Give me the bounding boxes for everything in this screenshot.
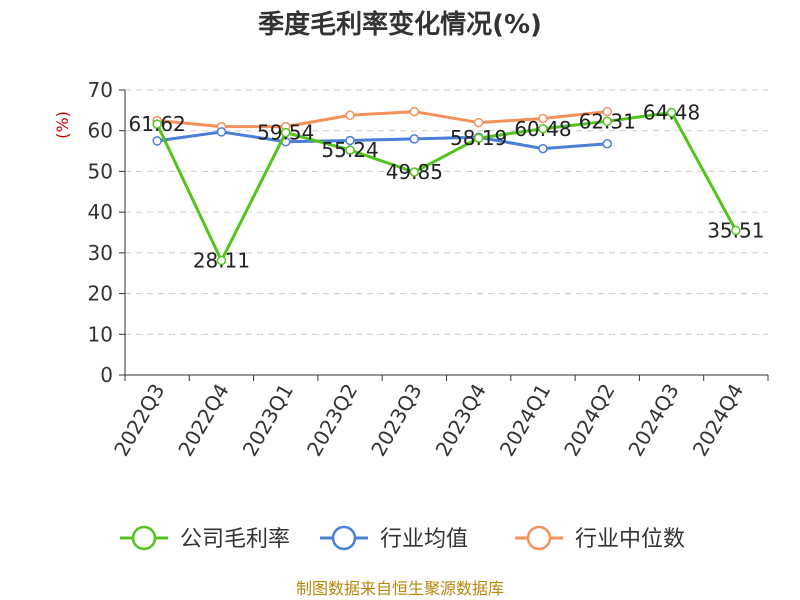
data-label: 55.24 <box>321 138 378 162</box>
legend-marker <box>331 525 357 551</box>
series-line <box>156 130 608 151</box>
y-tick-label: 20 <box>88 282 113 306</box>
data-point <box>216 255 227 266</box>
x-tick-label: 2023Q1 <box>238 380 298 461</box>
data-point <box>473 133 484 143</box>
x-tick-label: 2024Q4 <box>688 380 748 461</box>
x-tick-label: 2024Q1 <box>495 380 555 461</box>
data-label: 49.85 <box>386 160 443 184</box>
data-point <box>409 106 420 117</box>
data-point <box>602 138 612 149</box>
legend-label: 公司毛利率 <box>180 527 290 552</box>
series-line <box>157 110 608 129</box>
data-point <box>345 145 355 155</box>
legend: 公司毛利率 行业均值 行业中位数 <box>120 525 685 552</box>
y-tick-label: 10 <box>88 322 113 346</box>
x-tick-label: 2022Q4 <box>173 380 233 461</box>
data-point <box>152 136 162 146</box>
data-label: 61.62 <box>129 112 186 136</box>
data-point <box>538 143 548 154</box>
x-tick-label: 2023Q4 <box>431 380 491 461</box>
x-tick-label: 2024Q3 <box>623 380 683 461</box>
grid-lines <box>125 89 768 335</box>
data-point <box>602 116 612 127</box>
data-point <box>345 110 355 120</box>
x-tick-label: 2023Q3 <box>366 380 426 461</box>
y-tick-label: 30 <box>88 241 113 265</box>
data-point <box>538 124 548 134</box>
data-point <box>216 127 227 137</box>
series-lines <box>152 106 741 266</box>
y-tick-label: 0 <box>100 363 113 387</box>
data-label: 62.31 <box>579 109 636 133</box>
legend-label: 行业均值 <box>380 527 468 552</box>
data-point <box>731 225 741 236</box>
data-point <box>345 135 355 146</box>
data-point <box>409 167 420 177</box>
chart-title: 季度毛利率变化情况(%) <box>258 9 542 40</box>
data-point <box>666 107 677 118</box>
data-labels: 61.62 28.11 59.54 55.24 49.85 58.19 60.48 62.31… <box>129 100 765 272</box>
data-point <box>152 119 162 129</box>
y-tick-label: 60 <box>88 119 113 143</box>
legend-label: 行业中位数 <box>575 527 685 552</box>
data-point <box>538 113 548 124</box>
footer-source: 制图数据来自恒生聚源数据库 <box>296 579 504 598</box>
legend-marker <box>131 525 157 551</box>
y-tick-label: 40 <box>88 200 113 224</box>
y-axis-unit: (%) <box>53 111 72 139</box>
y-tick-label: 50 <box>88 159 113 183</box>
data-label: 60.48 <box>514 117 571 141</box>
x-tick-label: 2022Q3 <box>109 380 169 461</box>
data-point <box>473 117 484 128</box>
x-tick-label: 2023Q2 <box>302 380 362 461</box>
y-tick-label: 70 <box>88 78 113 102</box>
data-point <box>409 134 420 144</box>
data-label: 64.48 <box>643 100 700 124</box>
data-label: 28.11 <box>193 249 250 273</box>
series-line <box>155 110 738 263</box>
data-label: 35.51 <box>707 218 764 242</box>
x-tick-label: 2024Q2 <box>559 380 619 461</box>
data-label: 58.19 <box>450 126 507 150</box>
data-point <box>281 127 291 138</box>
data-point <box>602 106 612 117</box>
data-label: 59.54 <box>257 121 314 145</box>
legend-marker <box>526 525 552 551</box>
